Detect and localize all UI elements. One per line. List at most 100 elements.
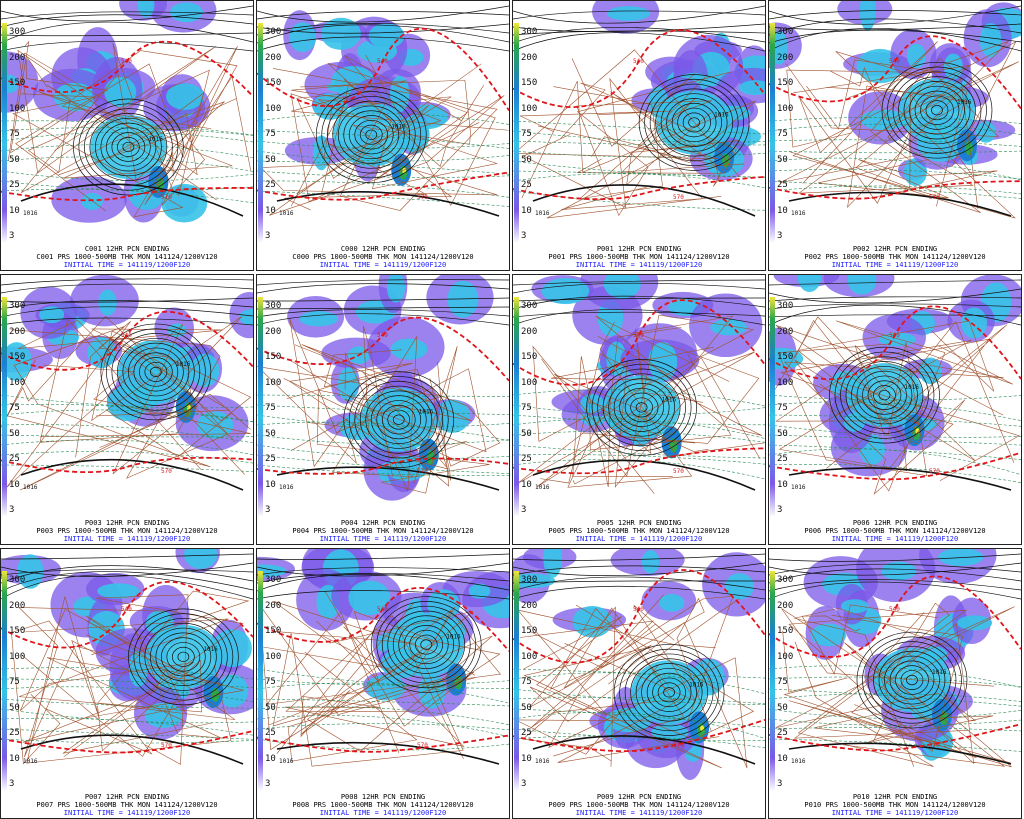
isobar-line bbox=[1, 297, 253, 303]
colorbar-tick-label: 3 bbox=[9, 779, 15, 789]
isobar-line bbox=[257, 309, 509, 318]
isobar-ring bbox=[177, 651, 190, 663]
isobar-value: 1016 bbox=[904, 384, 919, 391]
precip-colorbar bbox=[514, 571, 519, 791]
isobar-ring bbox=[649, 83, 739, 162]
contour-line bbox=[1, 698, 253, 709]
isobar-line bbox=[1, 553, 253, 560]
border-line bbox=[12, 93, 184, 218]
isobar-line bbox=[513, 297, 765, 302]
colorbar-tick-label: 200 bbox=[777, 600, 794, 611]
colorbar-tick-label: 10 bbox=[9, 479, 20, 490]
caption-line-top: P002 12HR PCN ENDING bbox=[852, 245, 938, 253]
caption-line-init: INITIAL TIME = 141119/1200F120 bbox=[63, 261, 191, 269]
contour-line bbox=[257, 678, 509, 686]
isobar-value: 1016 bbox=[932, 669, 947, 676]
border-line bbox=[529, 597, 712, 767]
isobar-ring bbox=[856, 370, 913, 420]
isobar-ring bbox=[663, 687, 675, 698]
contour-line bbox=[1, 728, 253, 740]
isobar-ring bbox=[900, 670, 924, 691]
border-line bbox=[779, 61, 1019, 184]
contour-lines bbox=[257, 394, 509, 476]
contour-line bbox=[769, 434, 1021, 446]
isobar-ring bbox=[638, 74, 750, 171]
border-line bbox=[788, 700, 1012, 768]
isobar-ring bbox=[161, 637, 206, 677]
isobar-line bbox=[513, 282, 765, 294]
border-line bbox=[817, 158, 998, 199]
colorbar-tick-label: 200 bbox=[265, 326, 282, 337]
isobar-value: 1016 bbox=[148, 136, 163, 143]
isobar-value: 1016 bbox=[791, 210, 806, 217]
border-line bbox=[39, 324, 251, 475]
contour-line bbox=[257, 140, 509, 149]
isobar-ring bbox=[829, 346, 940, 444]
thickness-value: 570 bbox=[161, 468, 172, 475]
isobar-ring bbox=[89, 113, 168, 181]
map-borders bbox=[258, 591, 502, 767]
caption-line-main: C001 PRS 1000-500MB THK MON 141124/1200V… bbox=[36, 253, 218, 261]
caption-line-init: INITIAL TIME = 141119/1200F120 bbox=[319, 809, 447, 817]
isobar-ring bbox=[845, 361, 924, 430]
thickness-lines bbox=[257, 316, 509, 475]
colorbar-tick-label: 200 bbox=[265, 600, 282, 611]
precip-area bbox=[603, 275, 641, 299]
colorbar-tick-label: 300 bbox=[521, 575, 538, 585]
contour-line bbox=[513, 130, 765, 143]
contour-line bbox=[513, 454, 765, 465]
thickness-lines bbox=[769, 575, 1021, 752]
isobar-ring bbox=[172, 646, 195, 667]
isobar-line bbox=[1, 565, 253, 584]
precip-core bbox=[631, 660, 708, 725]
colorbar-tick-label: 100 bbox=[265, 103, 282, 114]
colorbar-tick-label: 75 bbox=[9, 403, 20, 413]
precip-core bbox=[117, 339, 194, 404]
border-line bbox=[581, 315, 760, 451]
isobar-ring bbox=[898, 76, 976, 145]
colorbar-tick-label: 50 bbox=[521, 428, 532, 439]
isobar-ring bbox=[139, 618, 228, 696]
isobar-bold bbox=[788, 467, 1012, 491]
isobar-ring bbox=[392, 615, 460, 674]
colorbar-tick-label: 25 bbox=[9, 454, 20, 464]
caption-line-init: INITIAL TIME = 141119/1200F120 bbox=[575, 535, 703, 543]
precip-area bbox=[860, 109, 907, 131]
caption-line-init: INITIAL TIME = 141119/1200F120 bbox=[63, 809, 191, 817]
contour-line bbox=[769, 123, 1021, 135]
isobar-ring bbox=[840, 356, 929, 434]
caption-line-init: INITIAL TIME = 141119/1200F120 bbox=[319, 261, 447, 269]
thickness-value: 540 bbox=[121, 606, 132, 613]
border-line bbox=[843, 622, 1006, 767]
border-line bbox=[17, 46, 216, 176]
contour-line bbox=[257, 668, 509, 689]
isobar-ring bbox=[111, 132, 146, 162]
isobar-value: 1016 bbox=[535, 758, 550, 765]
precip-area bbox=[651, 723, 689, 742]
precip-colorbar bbox=[2, 571, 7, 791]
border-line bbox=[777, 342, 928, 476]
thickness-value: 570 bbox=[417, 468, 428, 475]
border-line bbox=[10, 318, 221, 470]
border-line bbox=[27, 69, 217, 201]
isobar-line bbox=[1, 317, 253, 326]
isobar-ring bbox=[337, 105, 405, 164]
forecast-panel: 1016 1016 540 570 300 200 150 100 75 50 25 10 3 P009 … bbox=[512, 548, 766, 819]
contour-line bbox=[513, 672, 765, 695]
contour-line bbox=[257, 723, 509, 731]
isobar-ring bbox=[100, 122, 157, 172]
contour-lines bbox=[513, 668, 765, 749]
contour-lines bbox=[513, 120, 765, 211]
precip-field bbox=[1, 275, 253, 452]
isobar-line bbox=[257, 11, 509, 20]
isobar-ring bbox=[150, 366, 162, 378]
isobar-ring bbox=[851, 365, 918, 425]
precip-area bbox=[797, 275, 822, 292]
colorbar-tick-label: 3 bbox=[777, 231, 783, 241]
isobar-ring bbox=[78, 103, 179, 191]
border-line bbox=[522, 77, 703, 210]
precip-area bbox=[166, 83, 205, 110]
colorbar-tick-label: 75 bbox=[521, 129, 532, 139]
forecast-panel: 1016 1016 540 570 300 200 150 100 75 50 25 10 3 P006 … bbox=[768, 274, 1022, 545]
contour-line bbox=[513, 160, 765, 178]
